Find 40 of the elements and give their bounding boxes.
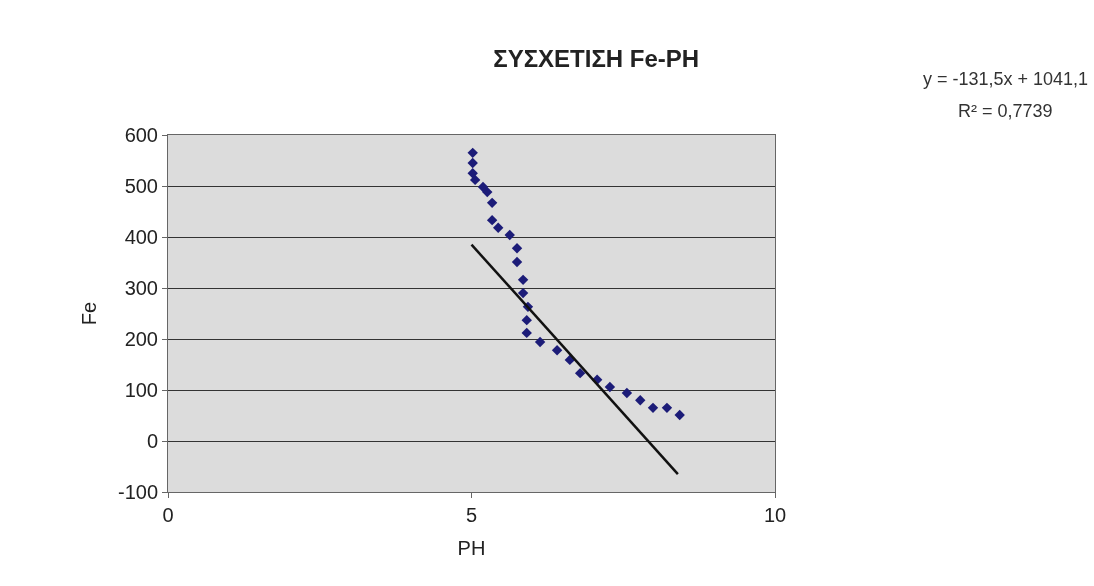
text: R² = 0,7739 bbox=[958, 101, 1053, 121]
y-tick-label: 500 bbox=[124, 175, 158, 197]
point bbox=[517, 274, 529, 286]
y-tick-label: 200 bbox=[124, 328, 158, 350]
point bbox=[504, 229, 515, 241]
point bbox=[521, 314, 532, 326]
point bbox=[469, 174, 481, 186]
point bbox=[477, 181, 489, 193]
point bbox=[511, 243, 523, 254]
point bbox=[486, 197, 498, 209]
text: y = -131,5x + 1041,1 bbox=[923, 69, 1089, 89]
point bbox=[517, 287, 529, 299]
point bbox=[674, 409, 685, 421]
x-tick-label: 0 bbox=[162, 504, 174, 526]
point bbox=[511, 256, 523, 268]
point bbox=[551, 345, 563, 356]
point bbox=[621, 387, 633, 399]
y-tick-label: 400 bbox=[124, 226, 158, 248]
y-axis-title: Fe bbox=[78, 301, 101, 326]
point bbox=[604, 381, 616, 393]
y-tick-label: 600 bbox=[124, 124, 158, 146]
point bbox=[467, 157, 478, 169]
point bbox=[661, 402, 673, 414]
x-axis-title: PH bbox=[457, 536, 486, 559]
point bbox=[534, 336, 546, 348]
point bbox=[482, 186, 493, 198]
y-tick-label: 0 bbox=[146, 430, 158, 452]
point bbox=[486, 214, 498, 226]
x-tick-label: 10 bbox=[763, 504, 787, 526]
point bbox=[467, 147, 478, 159]
point bbox=[647, 402, 659, 414]
y-tick-label: 100 bbox=[124, 379, 158, 401]
chart-title: ΣΥΣΧΕΤΙΣΗ Fe-PH bbox=[493, 45, 700, 72]
point bbox=[635, 395, 646, 406]
y-tick-label: 300 bbox=[124, 277, 158, 299]
point bbox=[493, 222, 504, 234]
y-tick-label: -100 bbox=[117, 481, 158, 503]
x-tick-label: 5 bbox=[465, 504, 478, 526]
point bbox=[521, 327, 532, 339]
point bbox=[574, 367, 586, 379]
